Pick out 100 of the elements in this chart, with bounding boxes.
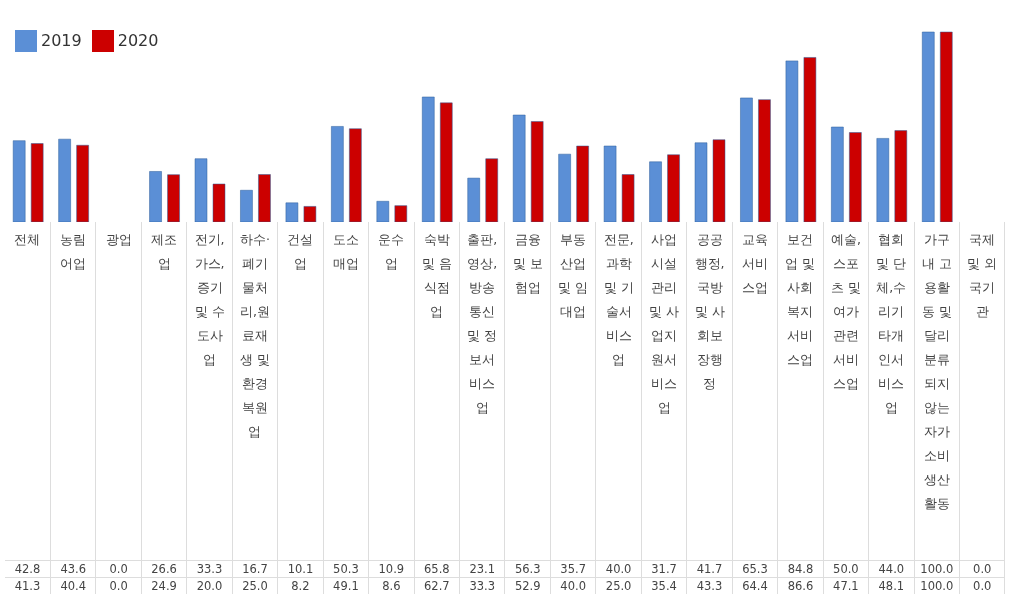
- bar: [740, 97, 753, 222]
- data-label: 56.3: [504, 560, 551, 577]
- bar: [512, 114, 526, 222]
- x-tick-label: 전문,과학 및 기술서비스업: [595, 222, 642, 560]
- x-tick-label: 농림어업: [50, 222, 96, 560]
- bar: [894, 130, 908, 222]
- x-tick-label: 공공행정,국방 및 사회보장행정: [686, 222, 733, 560]
- bar: [394, 205, 408, 222]
- data-label: 0.0: [95, 577, 142, 594]
- x-tick-label: 사업시설관리 및 사업지원서비스업: [641, 222, 687, 560]
- x-tick-label: 예술,스포츠 및 여가관련서비스업: [823, 222, 869, 560]
- bar: [349, 128, 362, 222]
- bar: [76, 144, 89, 222]
- data-label: 50.0: [823, 560, 869, 577]
- data-label: 31.7: [641, 560, 687, 577]
- x-tick-label: 도소매업: [323, 222, 369, 560]
- data-label: 25.0: [232, 577, 278, 594]
- data-label: 10.1: [277, 560, 324, 577]
- legend-label: 2019: [41, 30, 82, 50]
- data-label: 0.0: [95, 560, 142, 577]
- bar: [167, 174, 180, 222]
- data-label: 40.0: [550, 577, 596, 594]
- x-tick-label: 운수업: [368, 222, 415, 560]
- data-label: 24.9: [141, 577, 187, 594]
- bar: [940, 31, 953, 222]
- data-label: 52.9: [504, 577, 551, 594]
- data-label: 49.1: [323, 577, 369, 594]
- bar: [831, 126, 844, 222]
- x-tick-label: 전체: [5, 222, 51, 560]
- data-label: 23.1: [459, 560, 505, 577]
- bar: [258, 174, 271, 222]
- bar: [467, 177, 480, 222]
- bar: [558, 153, 571, 222]
- bar: [285, 202, 299, 222]
- x-tick-label: 출판,영상,방송통신 및 정보서비스업: [459, 222, 505, 560]
- bar: [376, 201, 390, 222]
- bar: [212, 183, 226, 222]
- data-label: 35.4: [641, 577, 687, 594]
- data-label: 64.4: [732, 577, 778, 594]
- data-label: 100.0: [914, 560, 960, 577]
- x-tick-label: 전기,가스,증기 및 수도사업: [186, 222, 233, 560]
- data-label: 0.0: [959, 577, 1005, 594]
- data-label: 62.7: [414, 577, 460, 594]
- bar: [803, 57, 817, 222]
- bar: [331, 126, 344, 222]
- data-label: 41.3: [5, 577, 51, 594]
- category-label: 가구내 고용활동 및 달리 분류되지 않는 자가소비생산활동: [921, 232, 952, 511]
- x-tick-label: 국제 및 외국기관: [959, 222, 1005, 560]
- data-label: 20.0: [186, 577, 233, 594]
- bar: [530, 121, 544, 222]
- data-label: 43.6: [50, 560, 96, 577]
- data-label: 84.8: [777, 560, 824, 577]
- bar: [922, 31, 935, 222]
- data-label: 35.7: [550, 560, 596, 577]
- bar: [30, 143, 44, 222]
- bar: [12, 140, 26, 222]
- data-label: 100.0: [914, 577, 960, 594]
- bar: [876, 138, 890, 222]
- data-label: 10.9: [368, 560, 415, 577]
- x-tick-label: 제조업: [141, 222, 187, 560]
- bar: [485, 158, 498, 222]
- data-label: 8.2: [277, 577, 324, 594]
- bar: [149, 171, 162, 222]
- data-label: 65.3: [732, 560, 778, 577]
- bar: [785, 60, 799, 222]
- data-label: 42.8: [5, 560, 51, 577]
- data-label: 26.6: [141, 560, 187, 577]
- bar: [712, 139, 726, 222]
- data-label: 44.0: [868, 560, 915, 577]
- data-label: 25.0: [595, 577, 642, 594]
- bar: [58, 138, 71, 222]
- data-label: 0.0: [959, 560, 1005, 577]
- legend-label: 2020: [117, 30, 159, 50]
- bar: [667, 154, 680, 222]
- bar: [603, 145, 617, 222]
- data-label: 41.7: [686, 560, 733, 577]
- data-label: 40.4: [50, 577, 96, 594]
- data-label: 40.0: [595, 560, 642, 577]
- x-tick-label: 건설업: [277, 222, 324, 560]
- data-label: 48.1: [868, 577, 915, 594]
- bar: [621, 174, 635, 222]
- category-label: 하수·폐기물처리,원료재생 및 환경복원업: [240, 232, 270, 439]
- data-label: 16.7: [232, 560, 278, 577]
- bar: [649, 161, 662, 222]
- x-tick-label: 협회 및 단체,수리기타개인서비스업: [868, 222, 915, 560]
- data-label: 33.3: [459, 577, 505, 594]
- data-label: 33.3: [186, 560, 233, 577]
- bar: [422, 96, 435, 222]
- x-tick-label: 광업: [95, 222, 142, 560]
- data-label: 50.3: [323, 560, 369, 577]
- data-label: 65.8: [414, 560, 460, 577]
- data-label: 43.3: [686, 577, 733, 594]
- bar: [576, 145, 589, 222]
- data-label: 47.1: [823, 577, 869, 594]
- bar: [849, 132, 862, 222]
- data-label: 8.6: [368, 577, 415, 594]
- x-tick-label: 보건업 및 사회복지서비스업: [777, 222, 824, 560]
- bar: [194, 158, 208, 222]
- bar: [240, 190, 253, 222]
- data-label: 86.6: [777, 577, 824, 594]
